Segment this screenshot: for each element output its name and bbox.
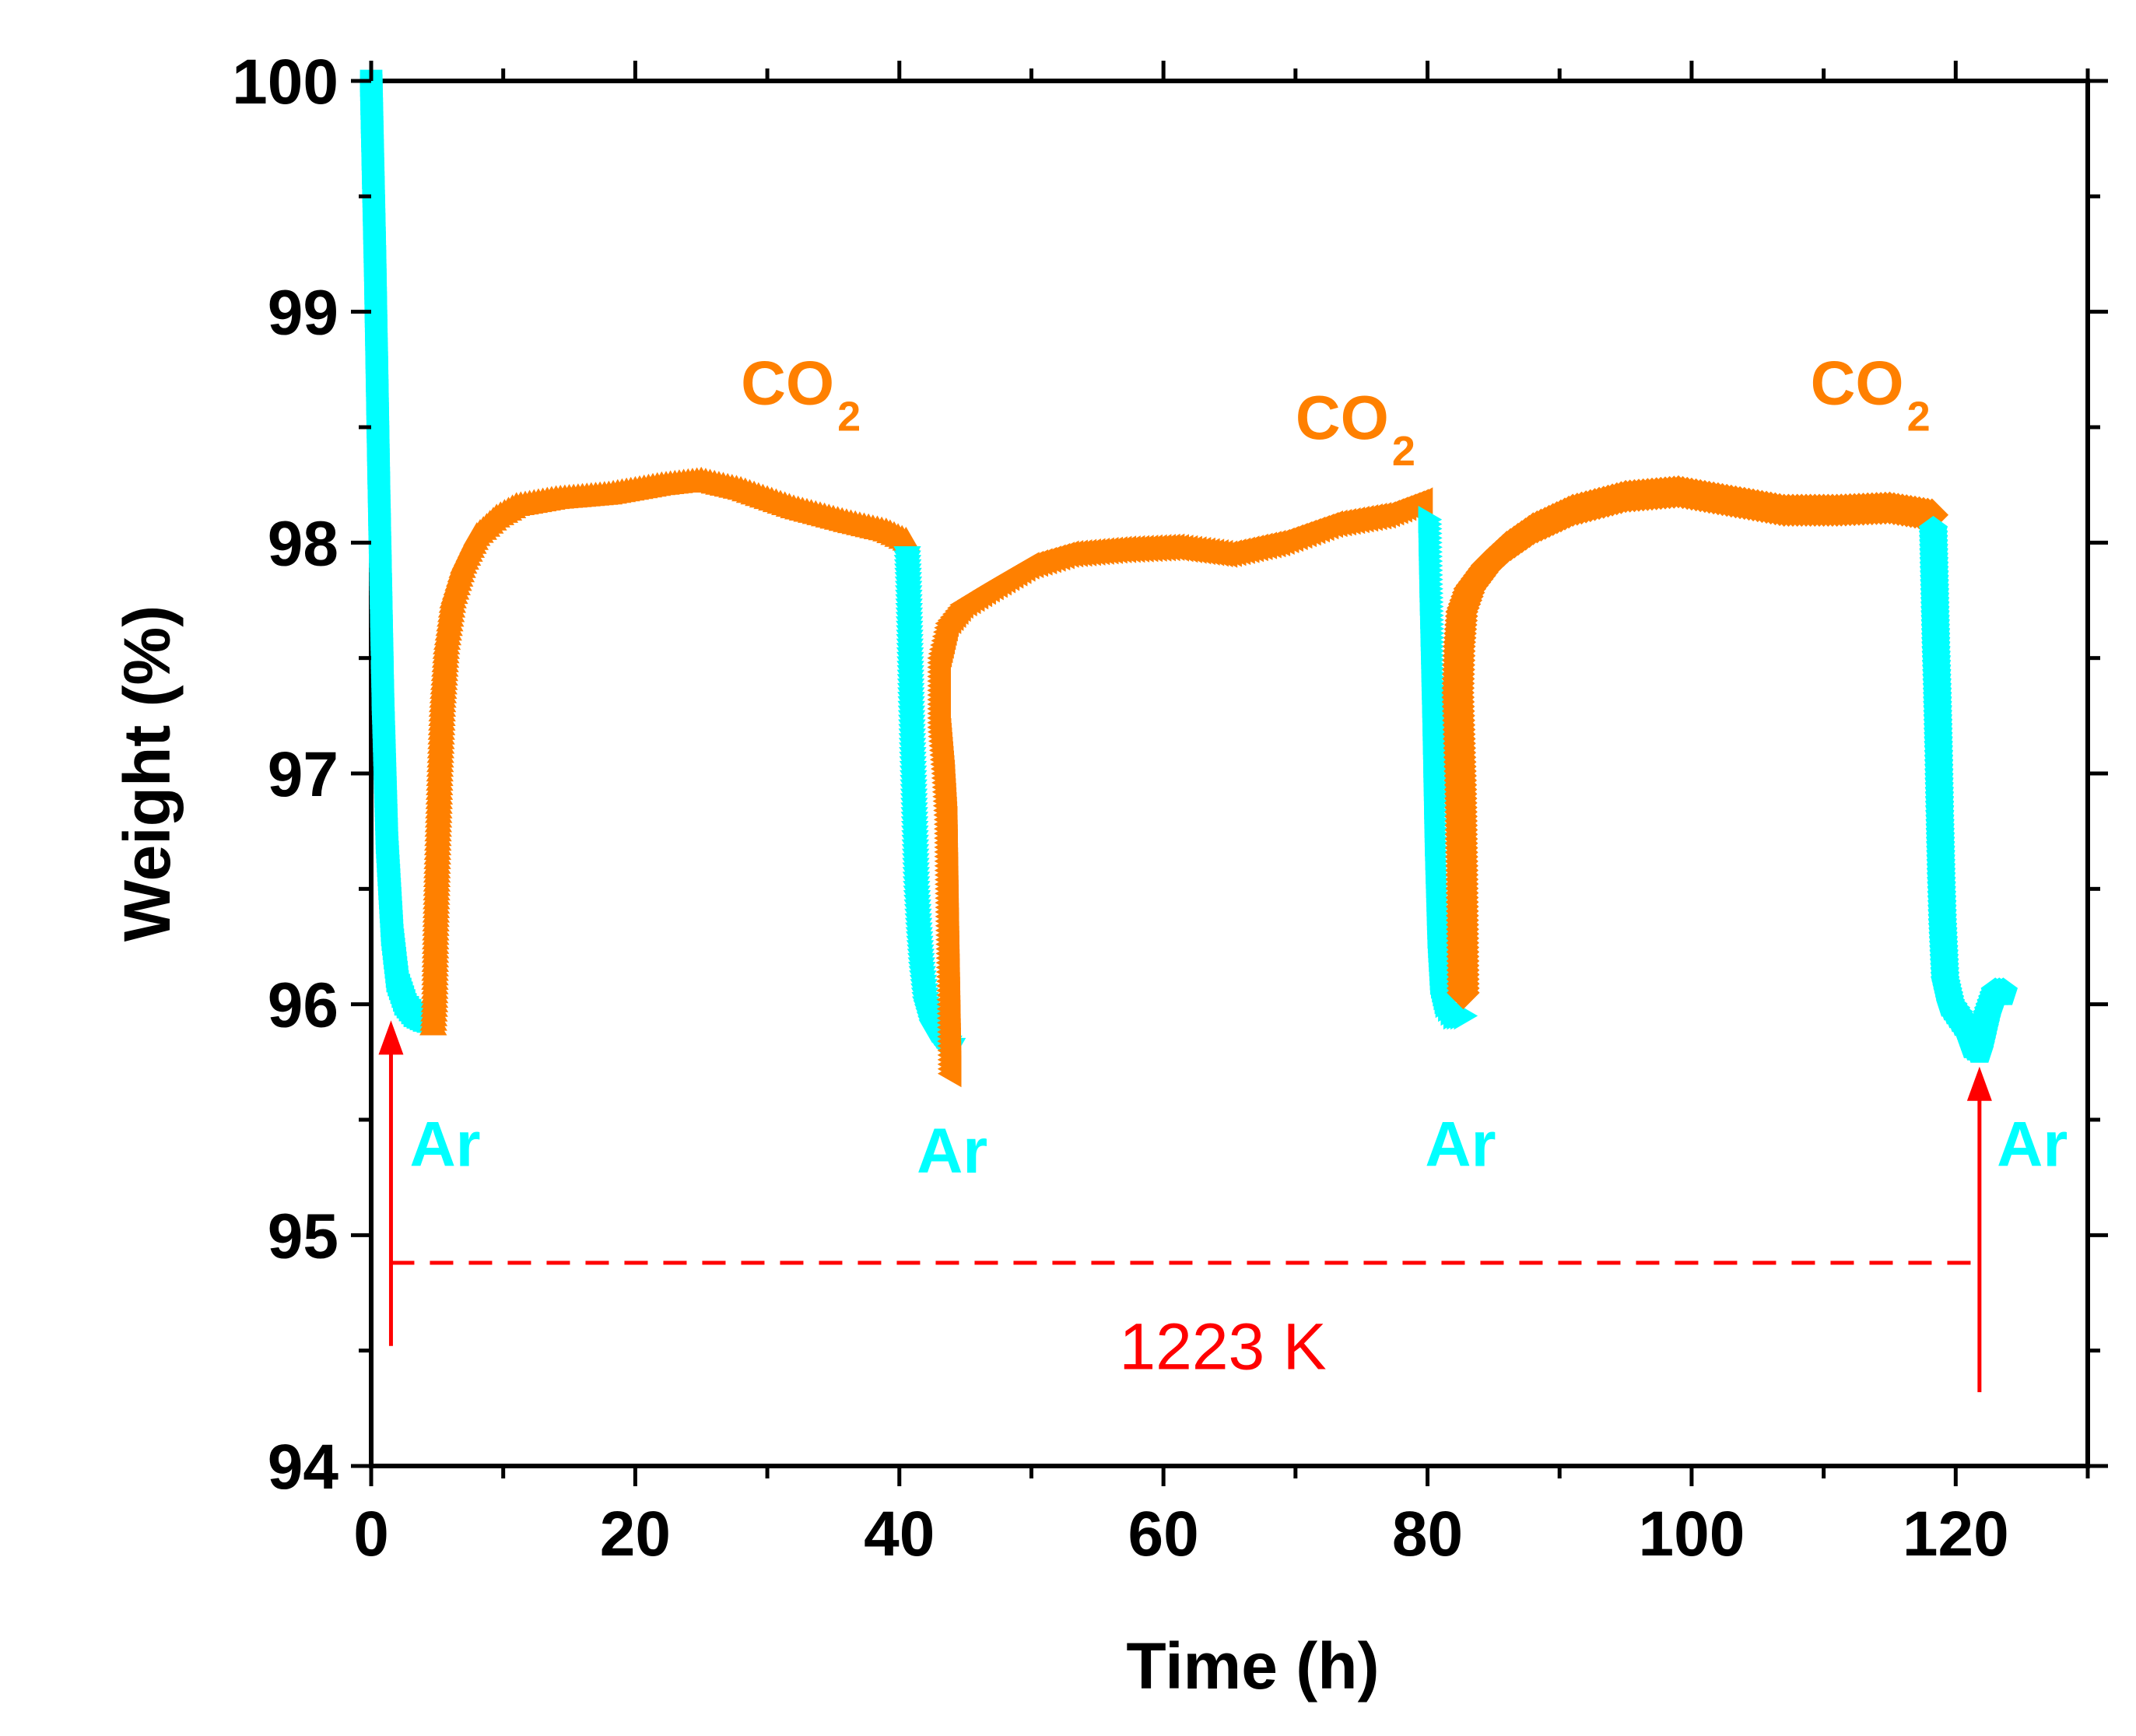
data-point: [1988, 977, 2018, 1005]
series-co2-3: [1441, 475, 1948, 1010]
series-ar-2: [893, 546, 966, 1062]
co2-label: CO2: [1296, 383, 1415, 475]
x-tick-label: 120: [1903, 1499, 2009, 1569]
series-co2-2: [927, 487, 1433, 1088]
x-tick-label: 100: [1639, 1499, 1745, 1569]
series-ar-4: [1918, 516, 2018, 1063]
data-point: [1454, 1001, 1478, 1030]
y-tick-label: 97: [268, 739, 338, 810]
co2-subscript: 2: [1392, 428, 1415, 475]
y-tick-label: 100: [232, 47, 338, 117]
co2-subscript: 2: [1907, 393, 1931, 440]
co2-label: CO2: [1811, 348, 1931, 440]
y-tick-label: 95: [268, 1201, 338, 1271]
series-ar-3: [1418, 506, 1478, 1030]
temperature-label: 1223 K: [1119, 1310, 1326, 1383]
arrow-head: [378, 1020, 404, 1055]
x-axis-title: Time (h): [1126, 1629, 1379, 1703]
y-tick-label: 96: [268, 970, 338, 1041]
x-tick-label: 80: [1392, 1499, 1463, 1569]
series-ar-1: [360, 69, 444, 1034]
x-tick-label: 60: [1128, 1499, 1199, 1569]
data-point: [892, 526, 920, 551]
x-tick-label: 0: [353, 1499, 389, 1569]
y-axis-title: Weight (%): [110, 605, 184, 942]
x-tick-label: 20: [600, 1499, 671, 1569]
y-tick-label: 94: [268, 1432, 339, 1503]
plot-frame: [369, 79, 2090, 1468]
data-point: [1408, 487, 1433, 515]
ar-label: Ar: [1997, 1109, 2068, 1180]
ar-label: Ar: [917, 1116, 987, 1187]
x-tick-label: 40: [864, 1499, 935, 1569]
series-co2-1: [419, 466, 920, 1036]
y-tick-label: 99: [268, 278, 338, 349]
arrow-head: [1966, 1066, 1992, 1101]
ar-label: Ar: [1425, 1109, 1496, 1180]
y-tick-label: 98: [268, 508, 338, 579]
ar-label: Ar: [409, 1109, 480, 1180]
data-markers: [360, 69, 2018, 1088]
co2-subscript: 2: [837, 393, 861, 440]
axis-ticks: 0 20 40 60 80 100 120 94 95 96 97 98 99 100: [232, 47, 2108, 1569]
co2-label: CO2: [741, 348, 861, 440]
